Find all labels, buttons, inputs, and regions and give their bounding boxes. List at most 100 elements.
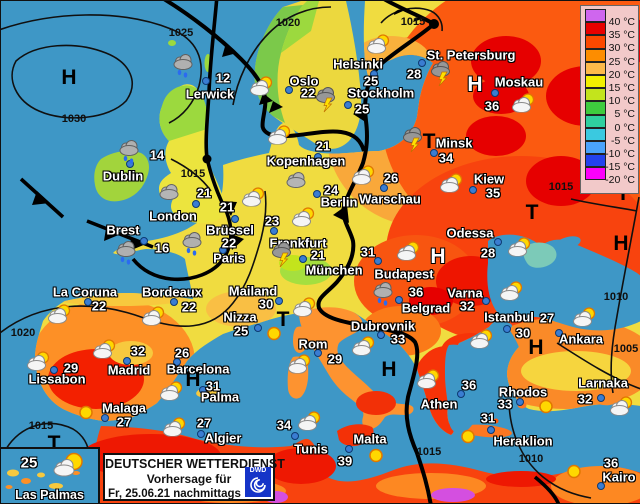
city-temp-moskau: 36 [484, 98, 500, 114]
legend-row: 15 °C [581, 74, 638, 94]
city-dot-paris [219, 246, 227, 254]
city-label-paris: Paris [213, 250, 245, 266]
city-temp-dubrovnik: 33 [390, 331, 406, 347]
city-dot-budapest [374, 257, 382, 265]
cloud-icon [158, 181, 181, 205]
city-dot-malta [345, 445, 353, 453]
temperature-patches [35, 1, 640, 435]
legend-rows: 40 °C 35 °C 30 °C 25 °C 20 °C 15 °C 10 °C 5 °C 0… [581, 9, 638, 186]
city-dot-m-nchen [299, 255, 307, 263]
city-dot-algier [197, 430, 205, 438]
city-label-m-nchen: München [305, 262, 363, 278]
city-label-heraklion: Heraklion [493, 433, 553, 449]
rain-icon [115, 238, 138, 270]
city-temp-minsk: 34 [438, 150, 454, 166]
city-dot-madrid [123, 357, 131, 365]
legend-temp-label: -5 °C [610, 134, 635, 147]
city-temp-kopenhagen: 21 [315, 138, 331, 154]
forecast-date: Fr, 25.06.21 nachmittags [108, 488, 241, 500]
isobar-value-label: 1025 [168, 27, 194, 39]
city-label-brest: Brest [106, 222, 140, 238]
legend-color-swatch [585, 48, 606, 62]
sun-cloud-icon [161, 417, 188, 442]
isobar-value-label: 1015 [400, 16, 426, 28]
city-label-berlin: Berlin [320, 194, 358, 210]
city-dot-stockholm [344, 101, 352, 109]
city-temp-istanbul: 27 [539, 310, 555, 326]
sun-cloud-icon [291, 297, 318, 322]
legend-color-swatch [585, 88, 606, 102]
isobars [1, 6, 640, 499]
high-pressure-marker: H [613, 232, 629, 255]
city-dot-oslo [285, 86, 293, 94]
sun-icon [77, 404, 95, 427]
rain-icon [181, 229, 204, 261]
isobar-value-label: 1015 [548, 181, 574, 193]
legend-color-swatch [585, 140, 606, 155]
city-dot-rhodos [516, 398, 524, 406]
city-temp-algier: 27 [196, 415, 212, 431]
legend-color-swatch [585, 167, 606, 181]
sun-cloud-icon [608, 396, 635, 421]
city-dot-heraklion [487, 426, 495, 434]
low-pressure-marker: T [422, 130, 436, 153]
sun-cloud-icon [286, 354, 313, 379]
sun-cloud-icon [296, 411, 323, 436]
city-dot-kopenhagen [314, 153, 322, 161]
city-temp-palma: 31 [205, 378, 221, 394]
legend-color-swatch [585, 22, 606, 36]
legend-temp-label: -15 °C [605, 161, 635, 174]
city-dot-moskau [491, 89, 499, 97]
legend-color-swatch [585, 74, 606, 89]
city-dot-ankara [555, 329, 563, 337]
city-label-minsk: Minsk [435, 135, 473, 151]
city-label-kairo: Kairo [602, 469, 636, 485]
city-dot-barcelona [173, 358, 181, 366]
city-dot-frankfurt [270, 227, 278, 235]
legend-row: -20 °C [581, 167, 638, 186]
sun-cloud-icon [571, 307, 598, 332]
city-dot-br-ssel [231, 215, 239, 223]
city-label-stockholm: Stockholm [347, 85, 415, 101]
city-dot-warschau [380, 184, 388, 192]
sun-cloud-icon [510, 93, 537, 118]
city-label-larnaka: Larnaka [578, 375, 628, 391]
legend-temp-label: 10 °C [608, 95, 635, 108]
legend-temp-label: 5 °C [614, 108, 635, 121]
thunder-icon [429, 58, 453, 92]
city-dot-malaga [101, 414, 109, 422]
city-label-varna: Varna [447, 285, 483, 301]
isobar-value-label: 1020 [275, 17, 301, 29]
city-temp-athen: 36 [461, 377, 477, 393]
legend-temp-label: 20 °C [608, 68, 635, 81]
city-label-warschau: Warschau [359, 191, 421, 207]
city-temp-br-ssel: 21 [219, 199, 235, 215]
city-temp-helsinki: 25 [363, 73, 379, 89]
land-italy-islands [196, 307, 622, 447]
high-pressure-marker: H [381, 358, 397, 381]
city-temp-heraklion: 31 [480, 410, 496, 426]
legend-row: 0 °C [581, 114, 638, 134]
dwd-logo: DWD [245, 467, 271, 497]
city-label-lerwick: Lerwick [185, 86, 235, 102]
legend-temp-label: 0 °C [614, 121, 635, 134]
city-temp-kairo: 36 [603, 455, 619, 471]
city-label-madrid: Madrid [107, 362, 151, 378]
high-pressure-marker: H [430, 245, 446, 268]
sun-icon [565, 463, 583, 486]
city-dot-bordeaux [170, 298, 178, 306]
city-temp-varna: 32 [459, 298, 475, 314]
city-temp-lerwick: 12 [215, 70, 231, 86]
cloud-icon [285, 169, 308, 193]
city-label-budapest: Budapest [374, 266, 434, 282]
sun-cloud-icon [350, 336, 377, 361]
city-label-st-petersburg: St. Petersburg [426, 47, 516, 63]
rain-icon [372, 279, 395, 311]
city-temp-warschau: 26 [383, 170, 399, 186]
canary-islands-art [5, 459, 80, 489]
city-temp-malaga: 27 [116, 414, 132, 430]
city-label-br-ssel: Brüssel [206, 222, 254, 238]
sun-cloud-icon [438, 173, 465, 198]
